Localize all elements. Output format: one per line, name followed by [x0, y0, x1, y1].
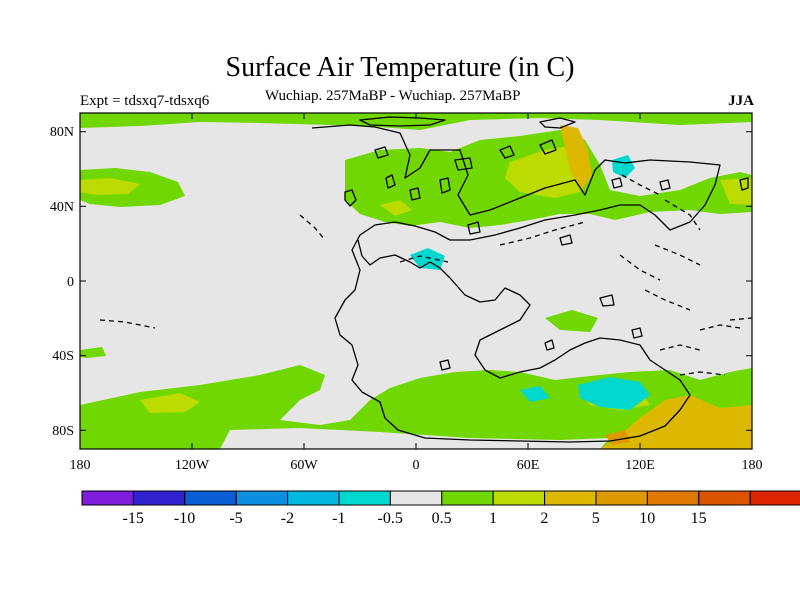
map-title: Surface Air Temperature (in C): [225, 52, 575, 83]
island-7: [499, 145, 515, 159]
colorbar-label-6: -0.5: [378, 510, 403, 527]
island-9: [359, 116, 446, 127]
island-4: [439, 177, 451, 194]
colorbar-label-2: -10: [174, 510, 195, 527]
colorbar-box-12: [646, 490, 700, 506]
lat-label-40n: 40N: [50, 200, 74, 215]
lat-axis: [80, 131, 752, 431]
colorbar-label-3: -5: [229, 510, 242, 527]
anomaly-region-south-band-gap: [220, 428, 610, 449]
colorbar-label-10: 5: [592, 510, 600, 527]
dashed-line-11: [679, 371, 726, 376]
coastlines: [311, 116, 749, 443]
lon-label-120e: 120E: [625, 458, 655, 473]
island-17: [544, 339, 555, 351]
dashed-line-3: [399, 255, 449, 263]
island-2: [385, 174, 396, 189]
colorbar-box-4: [235, 490, 289, 506]
field-layer: [80, 113, 752, 449]
experiment-label: Expt = tdsxq7-tdsxq6: [80, 93, 210, 109]
colorbar-label-5: -1: [332, 510, 345, 527]
dashed-line-6: [644, 289, 691, 311]
anomaly-region-cyan-arctic: [612, 155, 635, 178]
colorbar-label-11: 10: [639, 510, 655, 527]
season-label: JJA: [728, 93, 754, 109]
colorbar-label-1: -15: [123, 510, 144, 527]
colorbar-box-13: [698, 490, 751, 506]
anomaly-region-north-band: [80, 113, 752, 130]
colorbar-box-9: [492, 490, 546, 506]
pangea-coastline: [311, 124, 721, 443]
lat-label-80s: 80S: [52, 424, 74, 439]
island-14: [599, 294, 615, 307]
dashed-line-9: [699, 324, 741, 331]
island-3: [374, 146, 389, 159]
dashed-line-10: [659, 344, 701, 351]
anomaly-region-south-yellow-1: [140, 393, 200, 413]
colorbar-label-8: 1: [489, 510, 497, 527]
island-16: [439, 359, 451, 371]
colorbar-box-14: [749, 490, 800, 506]
island-8: [539, 139, 557, 155]
island-19: [559, 234, 573, 246]
dashed-line-12: [621, 174, 661, 196]
colorbar-box-3: [184, 490, 237, 506]
colorbar-box-7: [389, 490, 443, 506]
anomaly-region-south-green-2: [80, 347, 106, 358]
lat-label-80n: 80N: [50, 125, 74, 140]
colorbar-box-11: [595, 490, 648, 506]
map-subtitle: Wuchiap. 257MaBP - Wuchiap. 257MaBP: [265, 88, 521, 104]
lon-label-0: 0: [413, 458, 420, 473]
dashed-line-2: [99, 319, 156, 329]
island-18: [467, 221, 481, 235]
lat-label-0: 0: [67, 275, 74, 290]
lon-axis: [79, 113, 753, 449]
colorbar-labels: -15 -10 -5 -2 -1 -0.5 0.5 1 2 5 10 15: [123, 510, 707, 527]
colorbar-box-5: [287, 490, 340, 506]
colorbar-label-7: 0.5: [432, 510, 452, 527]
colorbar-box-6: [338, 490, 391, 506]
island-13: [739, 177, 749, 191]
lat-label-40s: 40S: [52, 349, 74, 364]
colorbar-box-2: [132, 490, 186, 506]
colorbar-label-4: -2: [281, 510, 294, 527]
island-6: [454, 157, 473, 171]
anomaly-region-cyan-south-2: [520, 386, 550, 402]
lon-label-60w: 60W: [290, 458, 318, 473]
dashed-line-4: [499, 221, 586, 246]
island-15: [631, 327, 643, 339]
anomaly-region-south-green-1: [545, 310, 598, 332]
dashed-line-8: [729, 317, 753, 321]
colorbar: [81, 490, 800, 506]
dashed-coastlines: [99, 174, 753, 376]
anomaly-region-cyan-tethys: [410, 248, 445, 270]
colorbar-box-1: [81, 490, 134, 506]
colorbar-label-9: 2: [540, 510, 548, 527]
dashed-line-13: [664, 199, 701, 231]
lon-label-180e: 180: [742, 458, 763, 473]
lon-label-60e: 60E: [517, 458, 540, 473]
lon-label-120w: 120W: [175, 458, 210, 473]
island-11: [611, 177, 623, 189]
dashed-line-1: [299, 214, 326, 241]
anomaly-region-cyan-south-1: [578, 377, 650, 410]
anomaly-region-west-yellow: [380, 200, 412, 216]
island-1: [344, 189, 357, 207]
colorbar-label-12: 15: [691, 510, 707, 527]
colorbar-box-10: [544, 490, 597, 506]
anomaly-region-npacific-core: [80, 178, 140, 195]
anomaly-region-south-gold: [600, 395, 752, 449]
colorbar-box-8: [441, 490, 494, 506]
anomaly-region-east-yellow: [720, 178, 752, 205]
island-10: [539, 117, 576, 129]
island-12: [659, 179, 671, 191]
island-5: [409, 187, 421, 201]
lon-label-180w: 180: [70, 458, 91, 473]
anomaly-region-pangea-north-gold: [560, 125, 592, 190]
dashed-line-5: [619, 254, 661, 281]
